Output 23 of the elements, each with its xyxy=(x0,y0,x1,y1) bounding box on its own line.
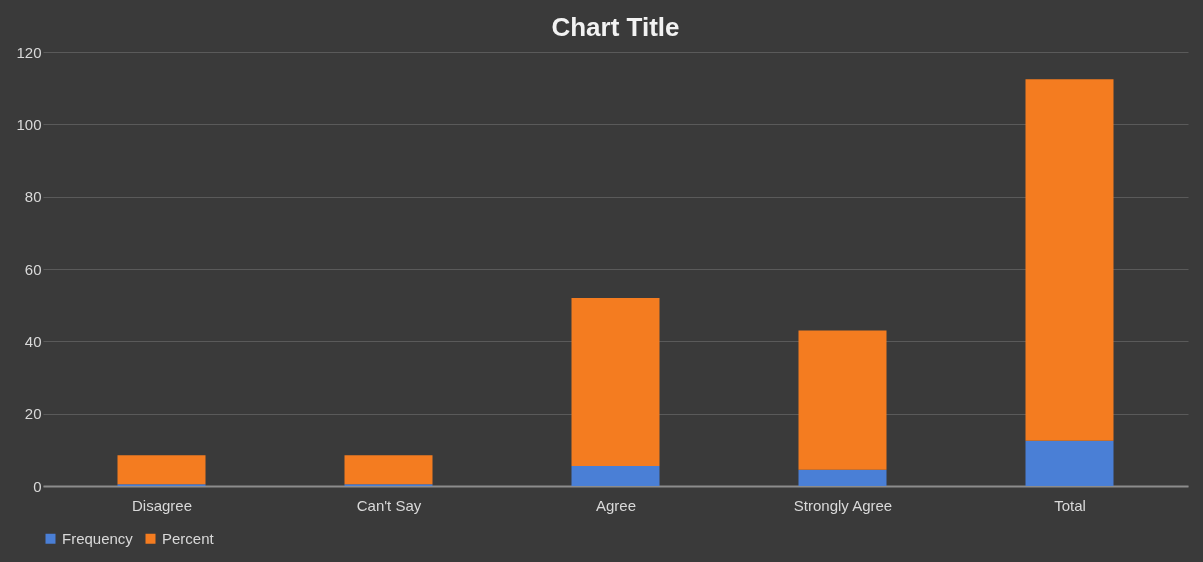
y-tick-label: 100 xyxy=(16,115,42,133)
bar xyxy=(798,330,887,470)
bar xyxy=(344,455,433,485)
bar xyxy=(798,469,887,486)
y-tick-label: 60 xyxy=(24,260,42,278)
y-tick-label: 120 xyxy=(16,43,42,61)
chart-title: Chart Title xyxy=(551,12,680,42)
bar xyxy=(571,466,660,486)
x-tick-label: Strongly Agree xyxy=(793,496,893,514)
x-tick-label: Disagree xyxy=(131,496,193,514)
bar xyxy=(1025,79,1114,441)
legend-label: Frequency xyxy=(62,529,134,547)
legend-label: Percent xyxy=(162,529,215,547)
x-tick-label: Total xyxy=(1054,496,1086,514)
y-tick-label: 40 xyxy=(24,332,42,350)
bar xyxy=(117,455,206,485)
y-tick-label: 20 xyxy=(24,405,42,423)
y-tick-label: 80 xyxy=(24,188,42,206)
bar xyxy=(571,297,660,467)
x-tick-label: Agree xyxy=(595,496,637,514)
bar xyxy=(1025,440,1114,486)
y-tick-label: 0 xyxy=(33,477,42,495)
x-tick-label: Can't Say xyxy=(356,496,422,514)
